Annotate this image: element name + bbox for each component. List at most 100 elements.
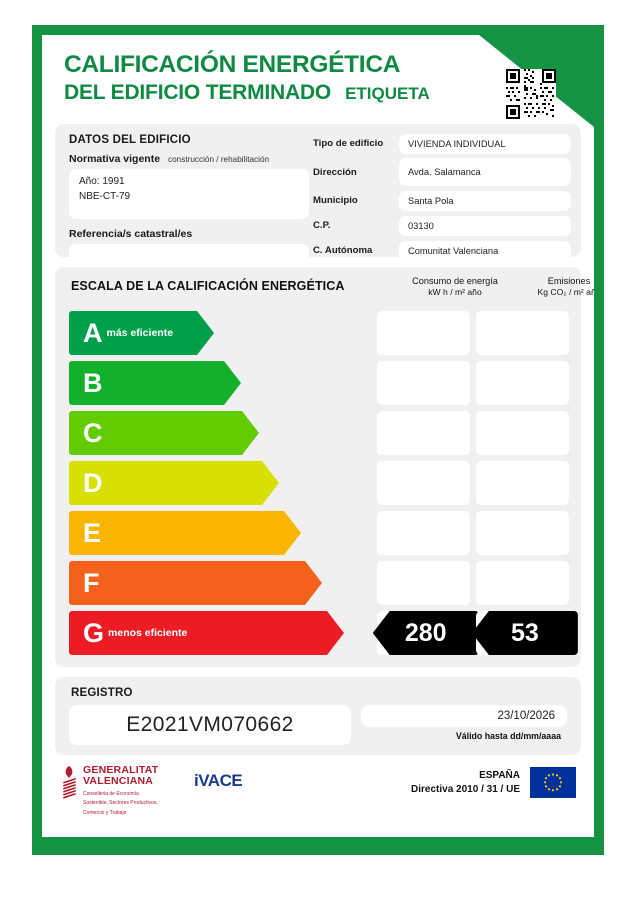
emisiones-cell-e [475, 511, 569, 555]
consumo-cell-c [376, 411, 470, 455]
rating-letter: D [83, 467, 103, 498]
comunidad-autonoma-input[interactable]: Comunitat Valenciana [399, 240, 571, 261]
directiva-label: Directiva 2010 / 31 / UE [411, 784, 520, 795]
generalitat-line1: GENERALITAT [83, 764, 159, 776]
field-municipio: Municipio Santa Pola [313, 189, 571, 212]
rating-letter: B [83, 367, 103, 398]
rating-bar-b: B [69, 361, 241, 405]
conselleria-line3: Comercio y Trabajo [83, 810, 127, 817]
rating-bar-d: D [69, 461, 279, 505]
building-section-title: DATOS DEL EDIFICIO [69, 134, 191, 146]
header: CALIFICACIÓN ENERGÉTICA DEL EDIFICIO TER… [64, 52, 430, 105]
espana-label: ESPAÑA [479, 770, 520, 781]
consumo-cell-a [376, 311, 470, 355]
normativa-code: NBE-CT-79 [79, 190, 131, 202]
eu-block: ESPAÑA Directiva 2010 / 31 / UE [411, 767, 576, 798]
field-label: C.P. [313, 220, 331, 231]
rating-letter: G [83, 617, 105, 648]
rating-letter: A [83, 317, 103, 348]
most-efficient-label: más eficiente [106, 327, 174, 339]
registro-date-input[interactable]: 23/10/2026 [361, 705, 567, 727]
emisiones-header-line1: Emisiones [547, 276, 591, 286]
normativa-label: Normativa vigente [69, 153, 161, 165]
field-label: Dirección [313, 166, 357, 178]
ivace-logo: iVACE [194, 771, 243, 790]
least-efficient-label: menos eficiente [108, 627, 188, 639]
scale-header: ESCALA DE LA CALIFICACIÓN ENERGÉTICA [71, 279, 571, 293]
field-label: Municipio [313, 195, 358, 206]
rating-letter: E [83, 517, 102, 548]
emisiones-cell-b [475, 361, 569, 405]
energy-scale-panel: ESCALA DE LA CALIFICACIÓN ENERGÉTICA Con… [55, 267, 594, 667]
direccion-input[interactable]: Avda. Salamanca [399, 158, 571, 186]
cp-input[interactable]: 03130 [399, 215, 571, 236]
certificate-frame: CALIFICACIÓN ENERGÉTICA DEL EDIFICIO TER… [32, 25, 604, 855]
normativa-sublabel: construcción / rehabilitación [168, 155, 270, 164]
generalitat-text: GENERALITAT VALENCIANA Conselleria de Ec… [83, 764, 159, 817]
rating-bar-e: E [69, 511, 301, 555]
etiqueta-label: ETIQUETA [345, 83, 430, 103]
registro-panel: REGISTRO E2021VM070662 23/10/2026 Válido… [55, 677, 581, 755]
rating-row-d: D [69, 461, 569, 505]
registro-date-caption: Válido hasta dd/mm/aaaa [455, 731, 561, 741]
tipo-edificio-input[interactable]: VIVIENDA INDIVIDUAL [399, 133, 571, 154]
emisiones-cell-g: 53 [471, 611, 578, 655]
field-label: C. Autónoma [313, 245, 373, 256]
consumo-cell-f [376, 561, 470, 605]
bar-container: C [69, 411, 371, 455]
generalitat-line2: VALENCIANA [83, 775, 154, 788]
bar-container: F [69, 561, 371, 605]
bar-container: E [69, 511, 371, 555]
rating-bar-f: F [69, 561, 322, 605]
emisiones-cell-a [475, 311, 569, 355]
bar-container: B [69, 361, 371, 405]
field-tipo-edificio: Tipo de edificio VIVIENDA INDIVIDUAL [313, 132, 571, 155]
field-label: Tipo de edificio [313, 138, 384, 149]
field-comunidad-autonoma: C. Autónoma Comunitat Valenciana [313, 239, 571, 262]
normativa-value-box[interactable]: Año: 1991 NBE-CT-79 [69, 169, 309, 219]
referencia-catastral-input[interactable] [69, 244, 309, 266]
consumo-cell-b [376, 361, 470, 405]
consumo-cell-d [376, 461, 470, 505]
consumo-value-badge: 280 [372, 611, 479, 655]
rating-bar-c: C [69, 411, 259, 455]
page-subtitle: DEL EDIFICIO TERMINADO [64, 80, 332, 104]
conselleria-line2: Sostenible, Sectores Productivos, [83, 800, 158, 807]
emisiones-header-units: Kg CO₂ / m² año [537, 287, 594, 298]
building-left-column: DATOS DEL EDIFICIO Normativa vigente con… [69, 134, 309, 266]
qr-code-icon [506, 69, 556, 119]
scale-section-title: ESCALA DE LA CALIFICACIÓN ENERGÉTICA [71, 279, 345, 293]
eu-text: ESPAÑA Directiva 2010 / 31 / UE [411, 770, 520, 795]
emisiones-cell-d [475, 461, 569, 505]
registro-title: REGISTRO [71, 687, 133, 699]
emisiones-value-badge: 53 [471, 611, 578, 655]
building-right-column: Tipo de edificio VIVIENDA INDIVIDUAL Dir… [313, 132, 571, 264]
emisiones-cell-f [475, 561, 569, 605]
footer: GENERALITAT VALENCIANA Conselleria de Ec… [42, 761, 594, 831]
consumo-header-line1: Consumo de energía [412, 276, 498, 286]
field-direccion: Dirección Avda. Salamanca [313, 157, 571, 187]
consumo-cell-e [376, 511, 470, 555]
registro-number-input[interactable]: E2021VM070662 [69, 705, 351, 745]
consumo-cell-g: 280 [372, 611, 479, 655]
rating-letter: C [83, 417, 103, 448]
conselleria-line1: Conselleria de Economía [83, 790, 139, 797]
normativa-year: Año: 1991 [79, 176, 125, 187]
building-data-panel: DATOS DEL EDIFICIO Normativa vigente con… [55, 124, 581, 266]
municipio-input[interactable]: Santa Pola [399, 190, 571, 211]
generalitat-valenciana-logo: GENERALITAT VALENCIANA Conselleria de Ec… [62, 764, 159, 817]
bar-container: D [69, 461, 371, 505]
generalitat-emblem-icon [63, 766, 76, 799]
column-header-emisiones: Emisiones Kg CO₂ / m² año [517, 275, 594, 299]
column-header-consumo: Consumo de energía kW h / m² año [395, 275, 515, 299]
emisiones-cell-c [475, 411, 569, 455]
rating-row-c: C [69, 411, 569, 455]
certificate-body: CALIFICACIÓN ENERGÉTICA DEL EDIFICIO TER… [42, 35, 594, 837]
